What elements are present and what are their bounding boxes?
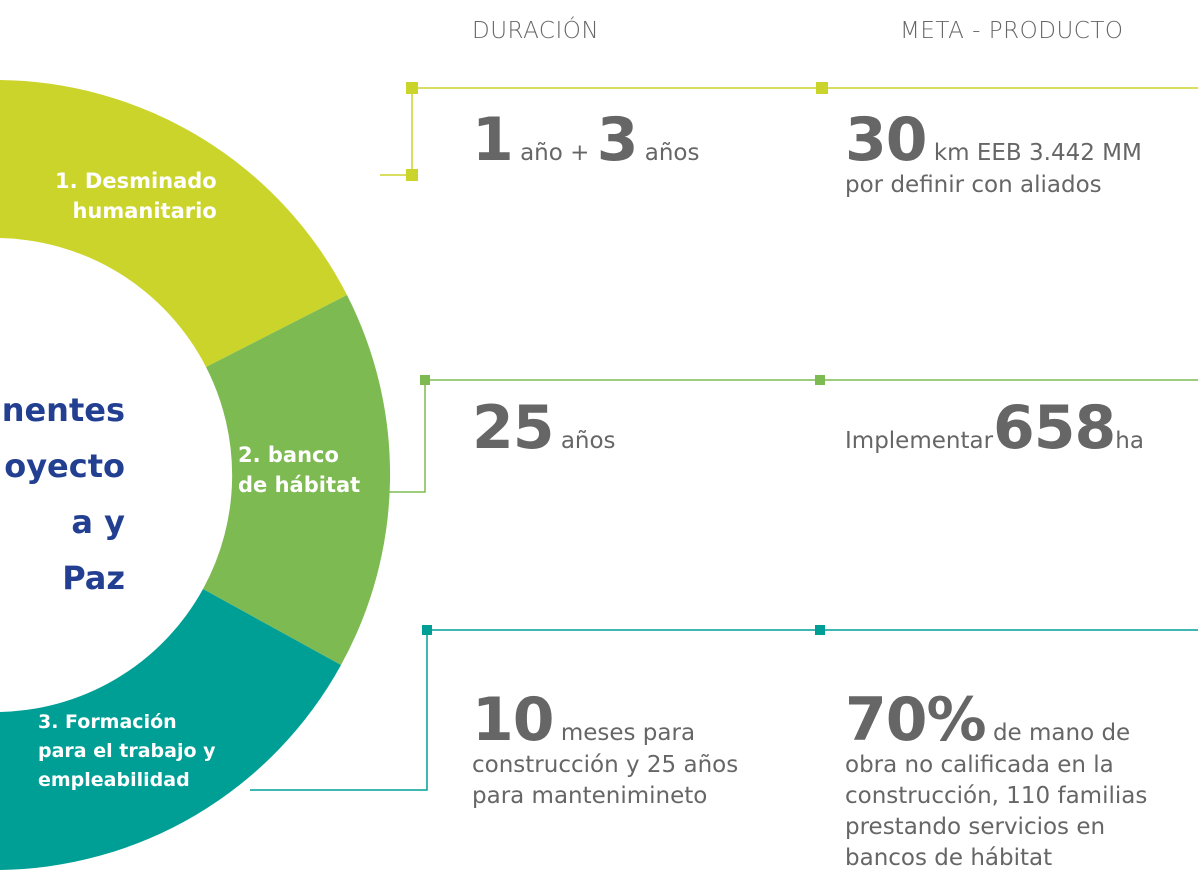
center-text: nentes oyecto a y Paz — [0, 382, 125, 606]
text-line: para mantenimineto — [472, 783, 708, 809]
text-line: bancos de hábitat — [845, 845, 1053, 871]
text: Implementar — [845, 428, 994, 454]
marker — [816, 82, 828, 94]
segment-2 — [203, 295, 391, 665]
big-number: 1 — [472, 105, 514, 175]
connector-3 — [250, 629, 1198, 791]
marker — [815, 625, 825, 635]
segment-1 — [0, 80, 347, 367]
connector-2 — [385, 379, 1198, 493]
header: META - PRODUCTO — [900, 18, 1124, 44]
big-number: 30 — [845, 105, 927, 175]
text: de mano de — [992, 720, 1131, 746]
label-line: empleabilidad — [38, 769, 190, 791]
duration: 1 año + 3 años — [472, 110, 700, 170]
center-line: nentes — [1, 391, 125, 429]
big-number: 25 — [472, 393, 554, 463]
text: años — [560, 428, 616, 454]
label-line: de hábitat — [238, 473, 361, 497]
goal: 70% de mano de obra no calificada en la … — [845, 690, 1147, 874]
marker — [420, 375, 430, 385]
text-line: construcción y 25 años — [472, 752, 739, 778]
label-line: 3. Formación — [38, 711, 177, 733]
big-number: 10 — [472, 685, 554, 755]
marker — [406, 169, 418, 181]
text: km EEB 3.442 MM — [933, 140, 1142, 166]
segment-3 — [0, 589, 341, 870]
duration: 25 años — [472, 398, 616, 458]
text-line: obra no calificada en la — [845, 752, 1114, 778]
goal: Implementar658ha — [845, 398, 1144, 458]
label-line: humanitario — [72, 199, 217, 223]
segment-label: 3. Formación para el trabajo y empleabil… — [38, 708, 216, 795]
duration: 10 meses para construcción y 25 años par… — [472, 690, 738, 812]
marker — [815, 375, 825, 385]
text: año + — [520, 140, 590, 166]
center-line: oyecto — [4, 447, 125, 485]
text: ha — [1115, 428, 1144, 454]
marker — [406, 82, 418, 94]
big-number: 70% — [845, 685, 987, 755]
text-line: construcción, 110 familias — [845, 783, 1148, 809]
big-number: 3 — [596, 105, 639, 175]
text: meses para — [560, 720, 696, 746]
segment-label: 2. banco de hábitat — [238, 440, 360, 500]
big-number: 658 — [993, 393, 1116, 463]
label-line: 2. banco — [238, 443, 339, 467]
text-line: prestando servicios en — [845, 814, 1106, 840]
label-line: para el trabajo y — [38, 740, 216, 762]
text: años — [644, 140, 700, 166]
goal: 30 km EEB 3.442 MM por definir con aliad… — [845, 110, 1142, 201]
label-line: 1. Desminado — [55, 169, 217, 193]
segment-label: 1. Desminado humanitario — [55, 166, 217, 226]
text-line: por definir con aliados — [845, 172, 1102, 198]
center-line: a y Paz — [62, 503, 125, 597]
header: DURACIÓN — [472, 18, 600, 44]
marker — [422, 625, 432, 635]
